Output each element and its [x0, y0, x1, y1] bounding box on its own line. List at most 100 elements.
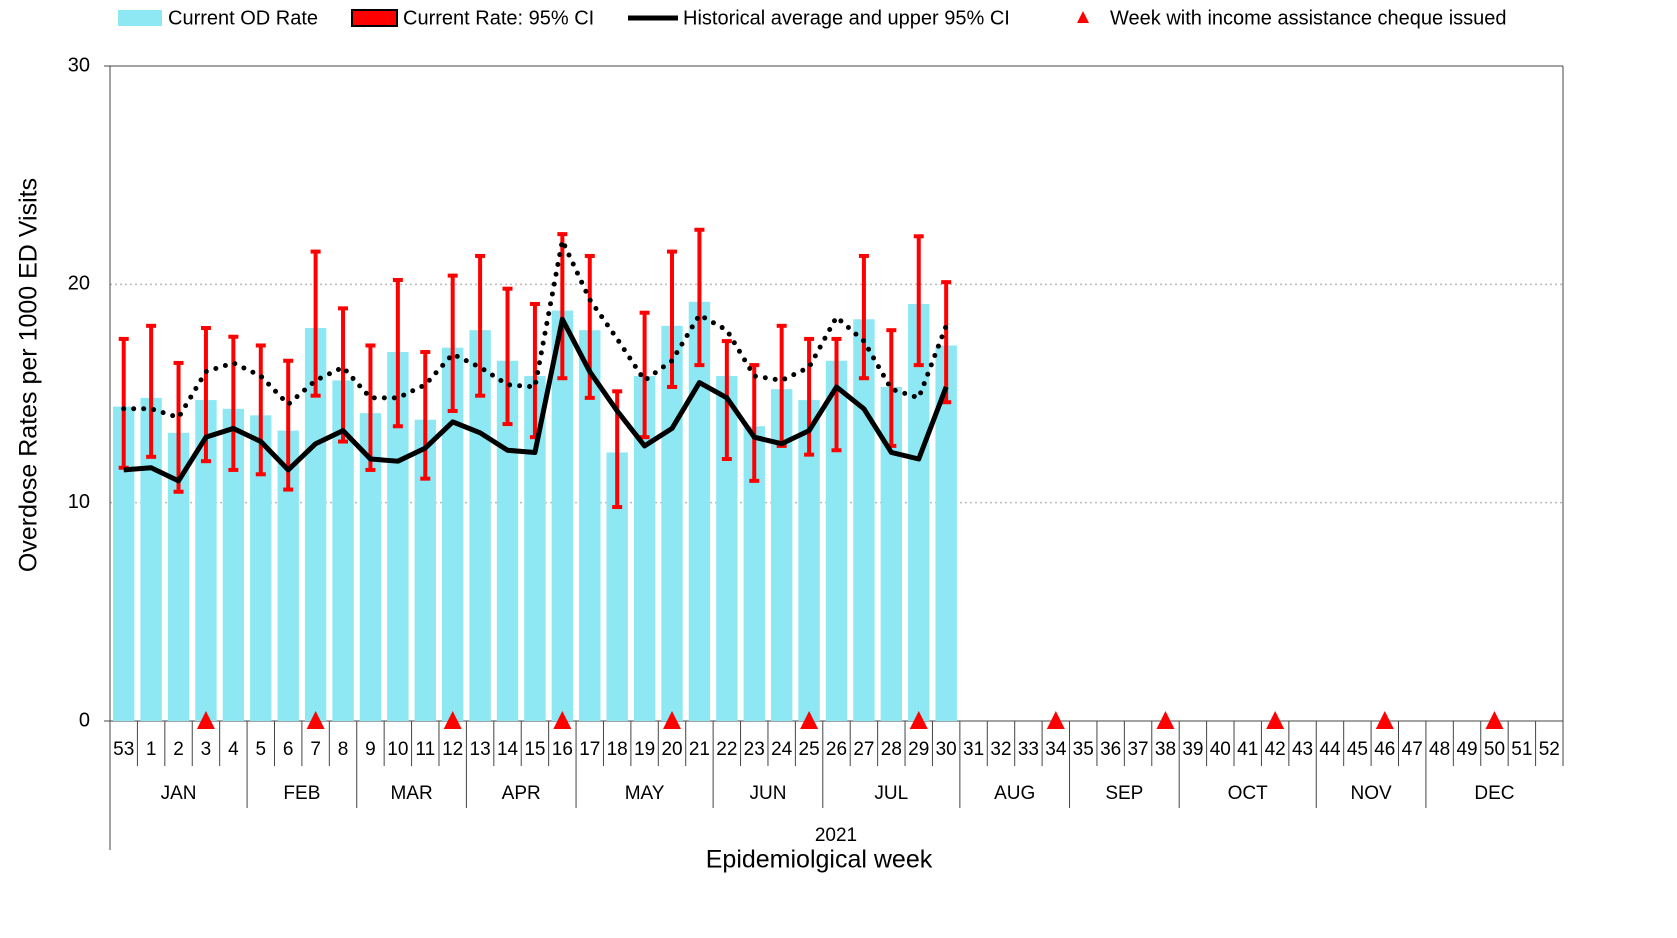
cheque-marker	[1266, 711, 1285, 729]
cheque-marker	[443, 711, 462, 729]
month-label: DEC	[1474, 783, 1514, 804]
cheque-marker	[663, 711, 682, 729]
average-line	[123, 316, 949, 484]
legend-swatch	[1077, 11, 1089, 23]
x-tick-label: 23	[744, 739, 765, 760]
x-tick-label: 10	[387, 739, 408, 760]
cheque-marker	[1046, 711, 1065, 729]
error-bar	[557, 232, 568, 381]
month-label: SEP	[1105, 783, 1143, 804]
error-bar	[639, 310, 650, 440]
x-tick-label: 5	[255, 739, 266, 760]
error-bar	[502, 286, 513, 427]
x-tick-label: 12	[442, 739, 463, 760]
error-bar	[694, 227, 705, 368]
bar	[195, 400, 217, 721]
bar	[825, 360, 848, 721]
x-tick-label: 18	[607, 739, 628, 760]
error-bar	[146, 323, 157, 459]
x-tick-label: 8	[338, 739, 349, 760]
legend-swatch	[351, 9, 398, 27]
x-tick-label: 47	[1402, 739, 1423, 760]
x-tick-label: 31	[963, 739, 984, 760]
month-label: APR	[502, 783, 541, 804]
x-tick-label: 6	[283, 739, 294, 760]
bar	[908, 303, 930, 721]
error-bar	[173, 360, 184, 494]
x-tick-label: 49	[1456, 739, 1477, 760]
bar	[250, 415, 272, 721]
x-tick-label: 29	[908, 739, 929, 760]
month-label: JAN	[161, 783, 197, 804]
x-tick-label: 19	[634, 739, 655, 760]
x-tick-label: 11	[415, 739, 435, 760]
bar	[167, 432, 190, 721]
error-bar	[858, 253, 869, 381]
bar	[469, 330, 491, 721]
x-tick-label: 17	[579, 739, 600, 760]
x-tick-label: 45	[1347, 739, 1368, 760]
year-label: 2021	[815, 825, 857, 846]
x-tick-label: 15	[524, 739, 545, 760]
x-tick-label: 37	[1127, 739, 1148, 760]
error-bar	[365, 343, 376, 472]
x-tick-label: 1	[146, 739, 157, 760]
bar	[277, 430, 299, 721]
x-tick-label: 26	[826, 739, 847, 760]
x-tick-label: 20	[661, 739, 682, 760]
x-tick-label: 16	[552, 739, 573, 760]
bar	[880, 386, 903, 721]
y-tick-label: 0	[79, 709, 90, 731]
x-tick-label: 53	[113, 739, 134, 760]
month-label: MAY	[625, 783, 665, 804]
bar	[551, 310, 574, 721]
bar	[579, 330, 601, 721]
x-tick-label: 25	[799, 739, 820, 760]
upper-ci-line	[121, 238, 949, 421]
y-axis-title: Overdose Rates per 1000 ED Visits	[15, 178, 43, 572]
month-label: JUL	[874, 783, 908, 804]
error-bar	[392, 277, 403, 429]
cheque-marker	[1485, 711, 1504, 729]
month-label: JUN	[749, 783, 786, 804]
bar	[798, 400, 820, 721]
x-tick-label: 39	[1182, 739, 1203, 760]
x-tick-label: 28	[881, 739, 902, 760]
x-tick-label: 51	[1511, 739, 1532, 760]
cheque-marker	[553, 711, 572, 729]
bar	[359, 413, 382, 721]
x-tick-label: 32	[990, 739, 1011, 760]
cheque-marker	[1375, 711, 1394, 729]
x-tick-label: 9	[365, 739, 376, 760]
cheque-marker	[800, 711, 819, 729]
bar	[113, 406, 135, 721]
month-label: NOV	[1351, 783, 1393, 804]
bar	[661, 325, 683, 721]
bar	[716, 376, 738, 721]
x-tick-label: 27	[853, 739, 874, 760]
cheque-marker	[1156, 711, 1175, 729]
error-bar	[475, 253, 486, 398]
x-tick-label: 36	[1100, 739, 1121, 760]
y-tick-label: 20	[68, 273, 90, 295]
error-bar	[749, 363, 760, 483]
y-tick-label: 30	[68, 54, 90, 76]
bar	[332, 380, 354, 721]
bar	[770, 389, 793, 721]
bar	[606, 452, 628, 721]
x-tick-label: 43	[1292, 739, 1313, 760]
y-tick-label: 10	[68, 491, 90, 513]
bar	[222, 408, 245, 721]
x-tick-label: 50	[1484, 739, 1505, 760]
error-bar	[228, 334, 239, 472]
bar	[743, 426, 765, 721]
x-tick-label: 48	[1429, 739, 1450, 760]
bar	[304, 328, 327, 721]
bar	[387, 352, 409, 721]
bar	[688, 301, 711, 721]
x-tick-label: 52	[1539, 739, 1560, 760]
x-tick-label: 44	[1319, 739, 1341, 760]
legend-swatch	[118, 10, 162, 26]
